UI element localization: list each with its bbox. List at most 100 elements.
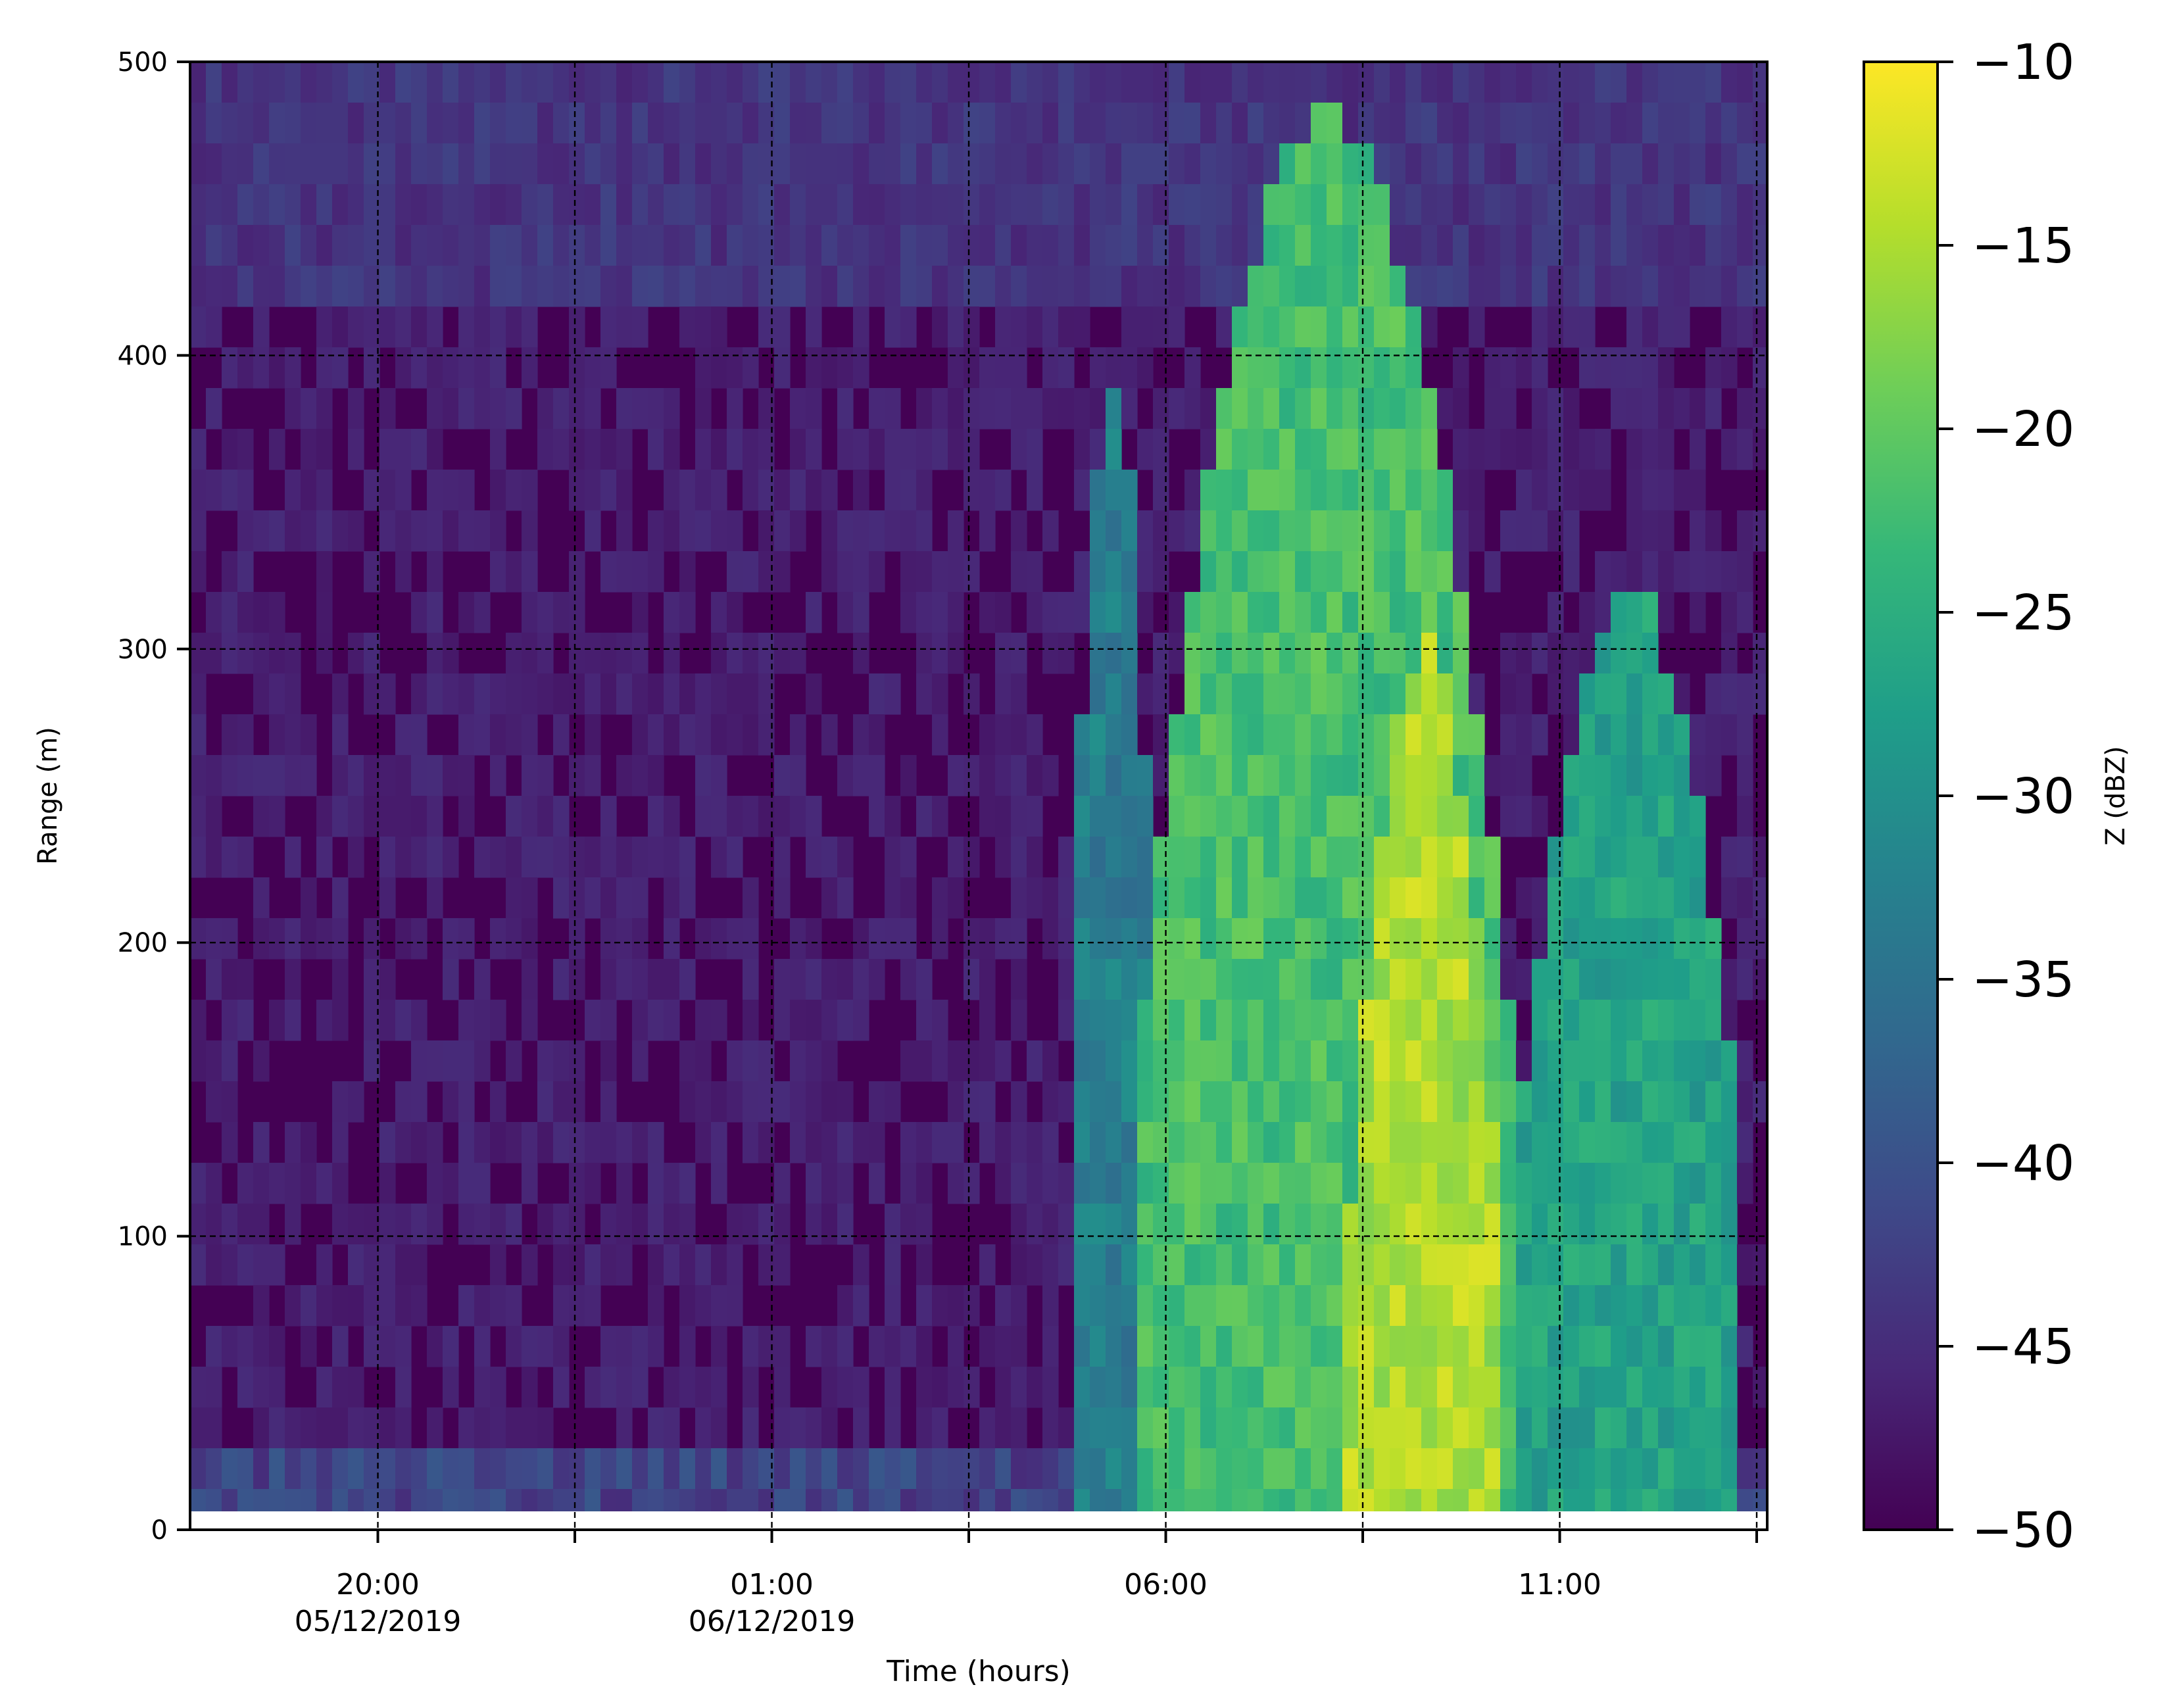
heatmap-cell xyxy=(1184,1244,1201,1286)
heatmap-cell xyxy=(427,1448,443,1490)
heatmap-cell xyxy=(664,837,680,878)
heatmap-cell xyxy=(916,1448,933,1490)
heatmap-cell xyxy=(932,103,948,144)
heatmap-cell xyxy=(1611,1122,1627,1163)
heatmap-cell xyxy=(269,592,285,633)
heatmap-cell xyxy=(790,1040,806,1082)
heatmap-cell xyxy=(1453,266,1469,307)
heatmap-cell xyxy=(1090,592,1106,633)
heatmap-cell xyxy=(1342,306,1359,348)
heatmap-cell xyxy=(411,714,427,756)
heatmap-cell xyxy=(427,1407,443,1449)
heatmap-cell xyxy=(1469,1244,1485,1286)
heatmap-cell xyxy=(1484,1326,1501,1367)
heatmap-cell xyxy=(806,1081,822,1123)
heatmap-cell xyxy=(806,1326,822,1367)
heatmap-cell xyxy=(522,1163,538,1204)
heatmap-cell xyxy=(316,837,333,878)
heatmap-cell xyxy=(853,1367,869,1408)
heatmap-cell xyxy=(1358,103,1375,144)
heatmap-cell xyxy=(316,306,333,348)
heatmap-cell xyxy=(1626,225,1643,266)
heatmap-cell xyxy=(1279,225,1296,266)
heatmap-cell xyxy=(1721,714,1738,756)
heatmap-cell xyxy=(1327,551,1343,593)
heatmap-cell xyxy=(932,673,948,715)
heatmap-cell xyxy=(1295,306,1311,348)
heatmap-cell xyxy=(600,1448,617,1490)
heatmap-cell xyxy=(1106,837,1122,878)
heatmap-cell xyxy=(1737,837,1753,878)
heatmap-cell xyxy=(648,1122,664,1163)
heatmap-cell xyxy=(1263,633,1280,674)
heatmap-cell xyxy=(679,103,696,144)
heatmap-cell xyxy=(1469,306,1485,348)
heatmap-cell xyxy=(885,1244,901,1286)
heatmap-cell xyxy=(395,1244,412,1286)
heatmap-cell xyxy=(1248,225,1264,266)
heatmap-cell xyxy=(1279,918,1296,960)
heatmap-cell xyxy=(664,1000,680,1041)
heatmap-cell xyxy=(269,1163,285,1204)
heatmap-cell xyxy=(632,225,648,266)
heatmap-cell xyxy=(948,1367,964,1408)
heatmap-cell xyxy=(553,837,570,878)
heatmap-cell xyxy=(348,1367,364,1408)
heatmap-cell xyxy=(1453,347,1469,389)
heatmap-cell xyxy=(695,1367,712,1408)
heatmap-cell xyxy=(1642,429,1659,470)
heatmap-cell xyxy=(1705,225,1722,266)
heatmap-cell xyxy=(1153,62,1169,103)
heatmap-cell xyxy=(1721,551,1738,593)
heatmap-cell xyxy=(1484,877,1501,919)
heatmap-cell xyxy=(1705,1244,1722,1286)
heatmap-cell xyxy=(1532,388,1548,429)
heatmap-cell xyxy=(806,837,822,878)
heatmap-cell xyxy=(190,633,207,674)
heatmap-cell xyxy=(1405,510,1422,552)
heatmap-cell xyxy=(506,551,522,593)
heatmap-cell xyxy=(821,959,838,1000)
heatmap-cell xyxy=(285,388,301,429)
heatmap-cell xyxy=(1311,470,1327,511)
heatmap-cell xyxy=(1153,1407,1169,1449)
heatmap-cell xyxy=(1311,388,1327,429)
heatmap-cell xyxy=(1500,347,1517,389)
heatmap-cell xyxy=(1295,714,1311,756)
heatmap-cell xyxy=(1121,225,1138,266)
heatmap-cell xyxy=(1642,103,1659,144)
heatmap-cell xyxy=(301,714,317,756)
heatmap-cell xyxy=(1405,673,1422,715)
heatmap-cell xyxy=(1058,1163,1075,1204)
heatmap-cell xyxy=(1658,877,1674,919)
heatmap-cell xyxy=(1516,266,1532,307)
heatmap-cell xyxy=(1595,143,1611,185)
heatmap-cell xyxy=(1595,266,1611,307)
heatmap-cell xyxy=(1532,1163,1548,1204)
heatmap-cell xyxy=(1169,918,1185,960)
heatmap-cell xyxy=(1437,796,1453,837)
heatmap-cell xyxy=(1232,1244,1248,1286)
heatmap-cell xyxy=(458,143,475,185)
heatmap-cell xyxy=(1642,1163,1659,1204)
heatmap-cell xyxy=(1453,103,1469,144)
heatmap-cell xyxy=(1342,918,1359,960)
heatmap-cell xyxy=(1090,225,1106,266)
heatmap-cell xyxy=(206,306,222,348)
heatmap-cell xyxy=(1169,1244,1185,1286)
heatmap-cell xyxy=(821,1040,838,1082)
heatmap-cell xyxy=(1705,1204,1722,1245)
heatmap-cell xyxy=(853,918,869,960)
heatmap-cell xyxy=(427,143,443,185)
heatmap-cell xyxy=(648,1244,664,1286)
heatmap-cell xyxy=(932,877,948,919)
heatmap-cell xyxy=(1263,1204,1280,1245)
heatmap-cell xyxy=(506,306,522,348)
heatmap-cell xyxy=(379,184,396,226)
heatmap-cell xyxy=(1548,103,1564,144)
heatmap-cell xyxy=(537,143,554,185)
heatmap-cell xyxy=(1611,103,1627,144)
heatmap-cell xyxy=(1737,266,1753,307)
heatmap-cell xyxy=(1106,1081,1122,1123)
heatmap-cell xyxy=(1184,837,1201,878)
